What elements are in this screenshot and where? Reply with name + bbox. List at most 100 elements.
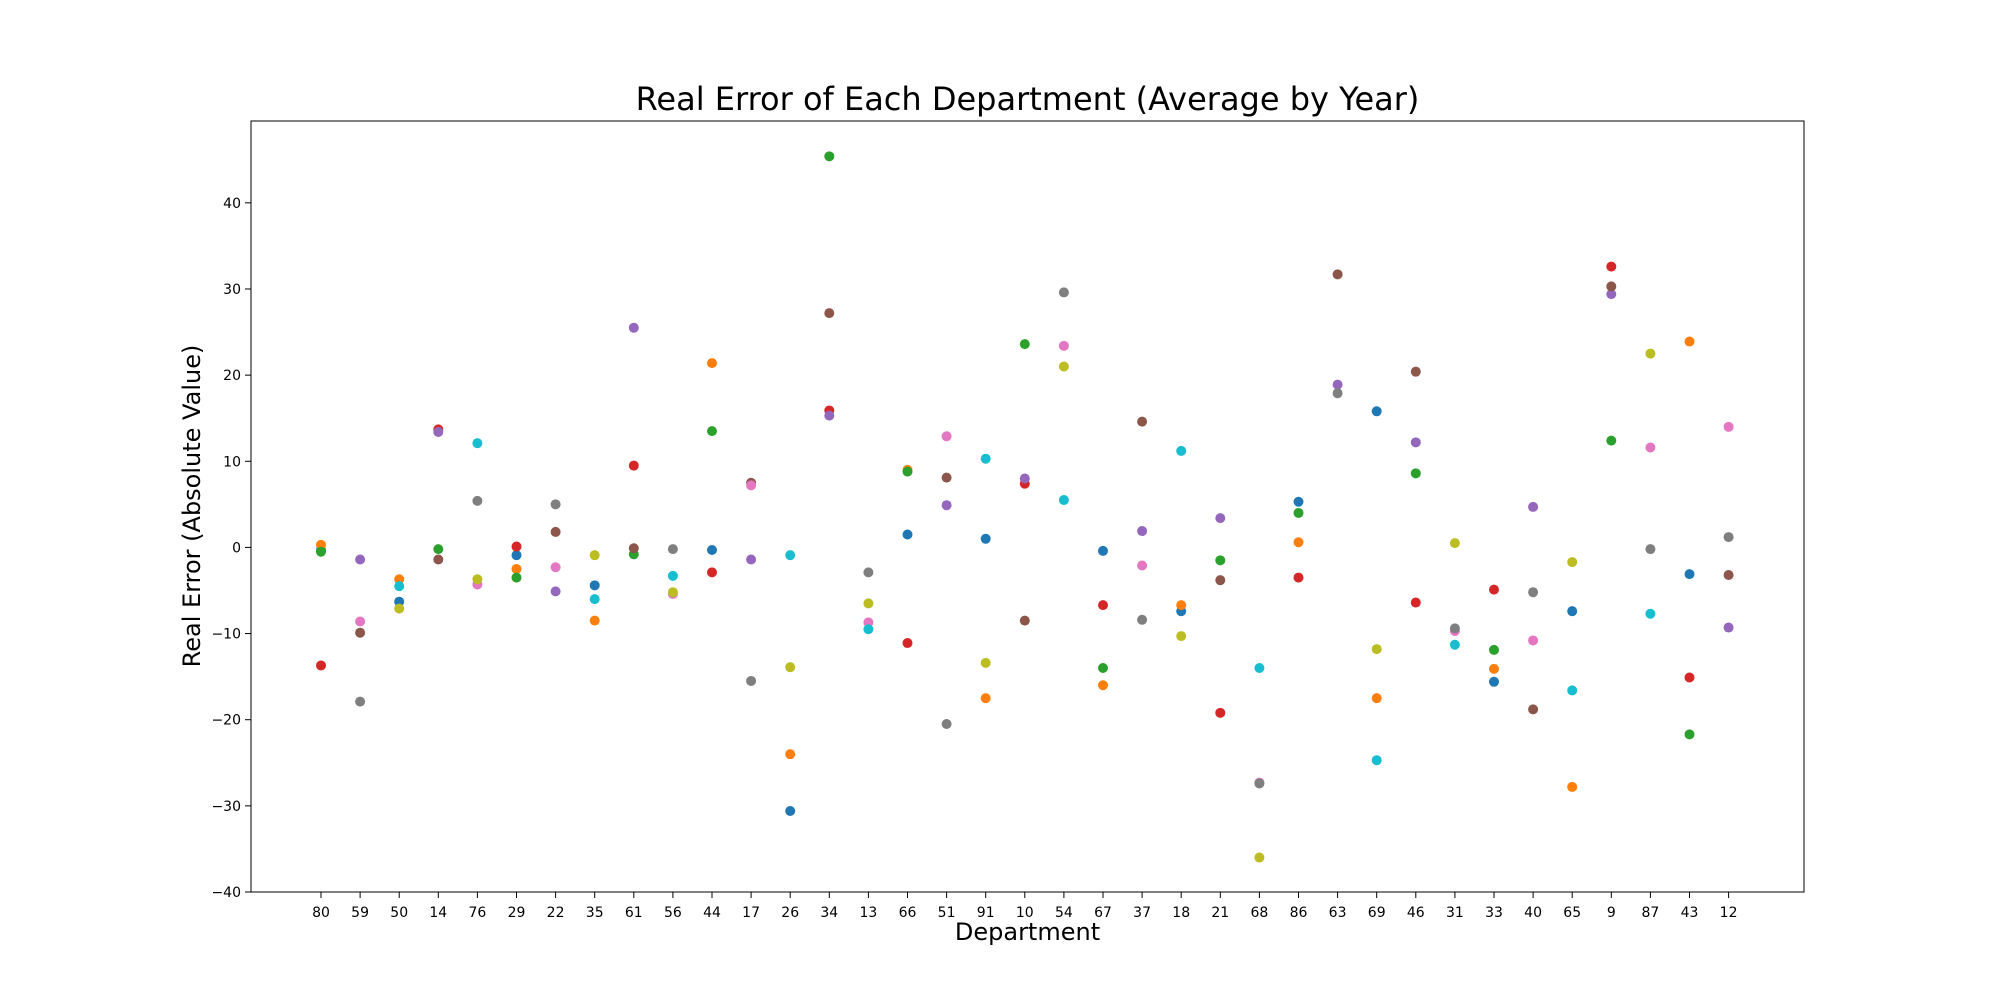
data-point [1332, 379, 1343, 390]
data-point [1058, 340, 1069, 351]
data-point [1058, 287, 1069, 298]
data-point [1332, 269, 1343, 280]
data-point [1449, 639, 1460, 650]
data-point [1567, 606, 1578, 617]
data-point [1137, 526, 1148, 537]
x-axis: 80 59 50 14 76 29 22 35 61 56 44 17 26 34 13 66 51 91 10 54… [312, 892, 1738, 921]
x-tick-label: 18 [1172, 905, 1190, 921]
data-point [1019, 339, 1030, 350]
data-point [433, 544, 444, 555]
data-point [472, 495, 483, 506]
x-tick-label: 65 [1563, 905, 1581, 921]
y-tick-label: 10 [223, 454, 241, 470]
data-point [941, 500, 952, 511]
data-point [394, 581, 405, 592]
data-point [1645, 442, 1656, 453]
data-point [1489, 676, 1499, 687]
data-point [1606, 281, 1617, 292]
data-point [1254, 852, 1265, 863]
y-tick-label: 0 [232, 540, 241, 556]
data-point [1684, 336, 1695, 347]
data-point [980, 693, 991, 704]
data-point [746, 675, 757, 686]
x-tick-label: 13 [859, 905, 877, 921]
data-point [1098, 545, 1108, 556]
data-point [316, 539, 326, 550]
data-point [355, 616, 366, 627]
data-point [1410, 468, 1421, 479]
x-tick-label: 35 [586, 905, 604, 921]
data-point [355, 554, 366, 565]
data-point [1137, 416, 1148, 427]
data-point [941, 719, 952, 730]
data-point [1293, 537, 1304, 548]
data-point [941, 431, 952, 442]
data-point [863, 567, 874, 578]
x-tick-label: 34 [820, 905, 838, 921]
data-point [1137, 560, 1148, 571]
x-tick-label: 66 [899, 905, 917, 921]
data-point [589, 550, 600, 561]
data-point [1449, 538, 1460, 549]
data-point [472, 574, 483, 585]
x-tick-label: 9 [1607, 905, 1616, 921]
x-tick-label: 21 [1211, 905, 1229, 921]
data-point [1215, 513, 1226, 524]
x-tick-label: 14 [429, 905, 447, 921]
data-point [1606, 261, 1617, 272]
data-point [707, 426, 717, 437]
data-point [707, 567, 717, 578]
data-point [628, 322, 639, 333]
data-point [1058, 495, 1069, 506]
data-point [1723, 421, 1734, 432]
data-point [433, 426, 444, 437]
data-point [1606, 435, 1617, 446]
data-point [1215, 707, 1226, 718]
data-point [316, 660, 326, 671]
data-point [1410, 366, 1421, 377]
data-point [863, 617, 874, 628]
x-tick-label: 37 [1133, 905, 1151, 921]
x-tick-label: 61 [625, 905, 643, 921]
data-point [511, 572, 522, 583]
data-point [1254, 778, 1265, 789]
x-tick-label: 54 [1055, 905, 1073, 921]
data-point [1215, 555, 1226, 566]
data-point [1528, 635, 1539, 646]
x-tick-label: 68 [1250, 905, 1268, 921]
data-points [316, 151, 1734, 863]
data-point [1684, 672, 1695, 683]
data-point [1606, 289, 1617, 300]
data-point [1293, 507, 1304, 518]
data-point [1176, 445, 1187, 456]
data-point [1410, 437, 1421, 448]
data-point [1567, 685, 1578, 696]
x-tick-label: 63 [1329, 905, 1347, 921]
data-point [1645, 608, 1656, 619]
data-point [1098, 663, 1108, 674]
data-point [824, 151, 835, 162]
x-tick-label: 22 [547, 905, 565, 921]
data-point [628, 543, 639, 554]
data-point [1371, 644, 1382, 655]
y-tick-label: −40 [211, 885, 241, 901]
data-point [511, 550, 522, 561]
data-point [1723, 532, 1734, 543]
data-point [1215, 575, 1226, 586]
x-tick-label: 17 [742, 905, 760, 921]
data-point [589, 594, 600, 605]
data-point [1449, 623, 1460, 634]
data-point [824, 308, 835, 319]
chart-title: Real Error of Each Department (Average b… [636, 80, 1420, 118]
data-point [1293, 572, 1304, 583]
data-point [941, 472, 952, 483]
y-axis: −40 −30 −20 −10 0 10 20 30 40 [211, 196, 251, 901]
x-tick-label: 44 [703, 905, 721, 921]
x-tick-label: 33 [1485, 905, 1503, 921]
x-tick-label: 76 [468, 905, 486, 921]
data-point [863, 598, 874, 609]
y-tick-label: 30 [223, 282, 241, 298]
x-tick-label: 86 [1290, 905, 1308, 921]
x-tick-label: 12 [1720, 905, 1738, 921]
data-point [667, 570, 678, 581]
